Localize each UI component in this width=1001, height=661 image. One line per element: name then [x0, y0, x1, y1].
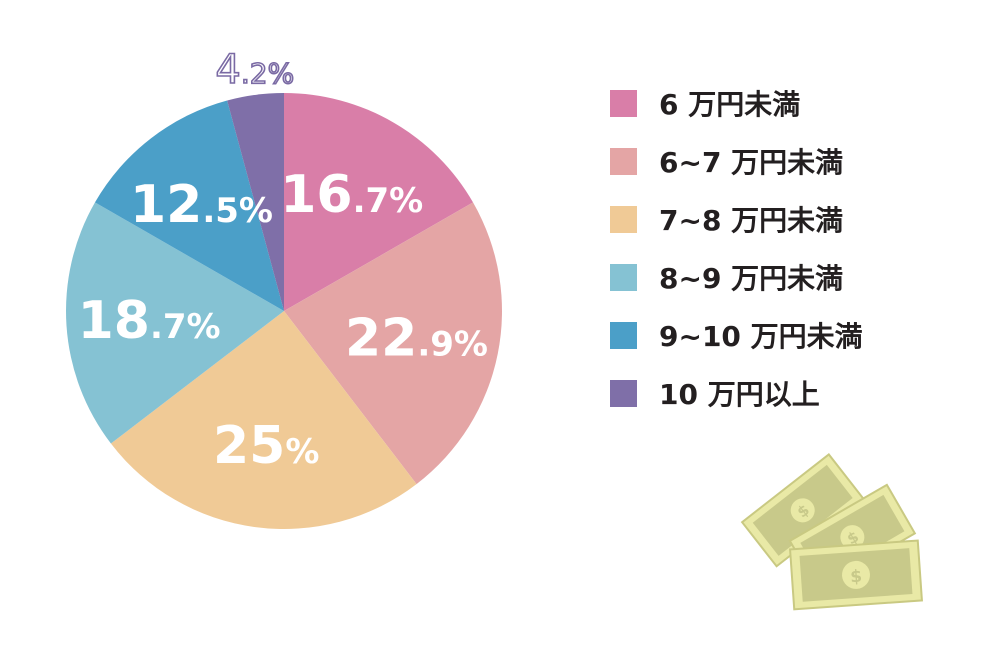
legend-label: 9~10 万円未満	[659, 320, 863, 353]
legend-swatch	[610, 263, 637, 291]
pie-slice	[227, 93, 284, 311]
legend-item: 9~10 万円未満	[610, 306, 863, 364]
legend-swatch	[610, 321, 637, 349]
legend-swatch	[610, 89, 637, 117]
legend-item: 8~9 万円未満	[610, 248, 863, 306]
slice-value-label: 25%	[213, 416, 319, 476]
pie-slices	[66, 93, 502, 530]
slice-value-label: 16.7%	[280, 165, 423, 225]
legend-label: 6 万円未満	[659, 88, 801, 121]
legend-item: 10 万円以上	[610, 364, 863, 422]
chart-legend: 6 万円未満 6~7 万円未満 7~8 万円未満 8~9 万円未満 9~10 万…	[610, 74, 863, 422]
legend-swatch	[610, 147, 637, 175]
legend-label: 8~9 万円未満	[659, 262, 844, 295]
slice-value-label: 4.2%	[215, 47, 294, 93]
legend-item: 6 万円未満	[610, 74, 863, 132]
legend-label: 7~8 万円未満	[659, 204, 844, 237]
legend-swatch	[610, 379, 637, 407]
dollar-sign: $	[850, 567, 863, 588]
pie-value-labels: 16.7% 22.9% 25% 18.7% 12.5% 4.2%	[78, 46, 488, 476]
legend-swatch	[610, 205, 637, 233]
pie-slice	[284, 93, 474, 311]
legend-item: 6~7 万円未満	[610, 132, 863, 190]
pie-slice	[110, 311, 417, 530]
legend-item: 7~8 万円未満	[610, 190, 863, 248]
pie-slice	[94, 100, 284, 311]
slice-value-label: 18.7%	[78, 291, 221, 351]
money-bills-icon: $ $ $	[740, 453, 924, 611]
pie-slice	[284, 202, 502, 485]
slice-value-label: 22.9%	[345, 309, 488, 369]
slice-value-label: 12.5%	[130, 175, 273, 235]
legend-label: 6~7 万円未満	[659, 146, 844, 179]
pie-slice	[66, 202, 285, 444]
legend-label: 10 万円以上	[659, 378, 820, 411]
